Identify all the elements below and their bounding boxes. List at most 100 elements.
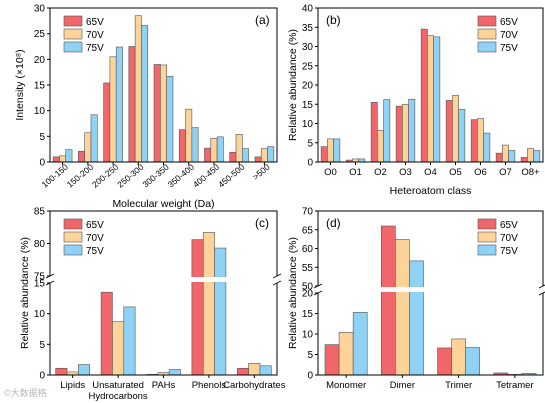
x-tick-label: Carbohydrates xyxy=(223,380,286,391)
bar-d-65V-1 xyxy=(380,225,396,376)
bar-a-75V-7 xyxy=(242,148,249,163)
legend-label-75V: 75V xyxy=(500,43,518,54)
bar-b-70V-4 xyxy=(427,35,434,163)
bar-a-75V-8 xyxy=(267,146,275,163)
bar-b-70V-0 xyxy=(327,138,334,163)
x-tick-label: O6 xyxy=(474,167,487,178)
bar-d-65V-0 xyxy=(324,344,340,376)
legend-label-65V: 65V xyxy=(500,17,518,28)
legend-swatch-75V xyxy=(477,41,497,53)
legend-label-75V: 75V xyxy=(500,246,518,257)
y-tick-label: 80 xyxy=(34,239,46,250)
bar-c-65V-1 xyxy=(100,291,113,376)
bar-a-75V-6 xyxy=(216,136,224,163)
x-tick-label: Lipids xyxy=(60,380,85,391)
bar-b-70V-8 xyxy=(527,148,534,163)
bar-a-75V-3 xyxy=(141,25,149,163)
plot-frame xyxy=(49,210,278,376)
legend-swatch-75V xyxy=(63,244,83,256)
x-tick-label: Monomer xyxy=(326,380,366,391)
bar-a-65V-1 xyxy=(78,150,85,163)
bar-a-65V-6 xyxy=(204,147,212,163)
y-tick-label: 35 xyxy=(302,23,314,34)
bar-a-75V-0 xyxy=(65,149,73,163)
legend-swatch-70V xyxy=(63,28,83,40)
bar-a-65V-2 xyxy=(103,82,111,163)
bar-a-70V-0 xyxy=(59,155,67,163)
x-tick-label: O5 xyxy=(449,167,462,178)
bar-b-65V-4 xyxy=(420,28,428,163)
y-tick-label: 60 xyxy=(302,244,314,255)
bar-a-75V-1 xyxy=(90,114,98,163)
y-tick-label: 20 xyxy=(302,81,314,92)
legend-swatch-70V xyxy=(63,231,83,243)
legend-swatch-70V xyxy=(477,231,497,243)
bar-c-75V-0 xyxy=(78,364,91,376)
y-axis-label: Intensity (×10⁸) xyxy=(14,49,26,120)
x-tick-label: Tetramer xyxy=(496,380,533,391)
y-tick-label: 30 xyxy=(302,42,314,53)
bar-b-65V-7 xyxy=(495,152,503,163)
y-tick-label: 10 xyxy=(34,106,46,117)
x-tick-label: 200-250 xyxy=(90,162,121,190)
x-axis-label: Heteroatom class xyxy=(390,185,472,197)
legend-label-75V: 75V xyxy=(86,43,104,54)
bar-c-75V-1 xyxy=(123,306,136,376)
bar-b-75V-5 xyxy=(458,108,466,163)
y-tick-label: 15 xyxy=(34,81,46,92)
y-tick-label: 0 xyxy=(307,371,313,382)
x-axis-label: Molecular weight (Da) xyxy=(112,198,214,210)
legend-swatch-65V xyxy=(63,218,83,230)
bar-a-70V-8 xyxy=(260,148,268,163)
x-tick-label: O8+ xyxy=(521,167,540,178)
legend-label-70V: 70V xyxy=(86,233,104,244)
x-tick-label: 350-400 xyxy=(166,162,197,190)
bar-b-70V-3 xyxy=(402,103,409,163)
y-tick-label: 0 xyxy=(307,158,313,169)
bar-a-70V-6 xyxy=(210,138,218,163)
bar-a-75V-4 xyxy=(166,75,174,163)
bar-a-75V-5 xyxy=(191,127,199,163)
bar-d-70V-1 xyxy=(395,239,410,376)
bar-a-65V-8 xyxy=(254,156,262,163)
bar-a-65V-3 xyxy=(128,46,136,163)
bar-d-70V-0 xyxy=(338,332,354,376)
y-tick-label: 75 xyxy=(34,272,46,283)
bar-a-65V-5 xyxy=(178,129,186,163)
y-tick-label: 25 xyxy=(302,61,314,72)
bar-a-70V-5 xyxy=(185,108,193,163)
y-tick-label: 15 xyxy=(302,309,314,320)
panel-a: 051015202530100-150150-200200-250250-300… xyxy=(14,4,278,210)
bar-b-70V-5 xyxy=(452,95,459,163)
bar-d-75V-1 xyxy=(409,260,424,376)
x-tick-label: 400-450 xyxy=(191,162,222,190)
y-tick-label: 70 xyxy=(302,207,314,218)
bar-b-70V-6 xyxy=(477,118,484,163)
bar-a-65V-0 xyxy=(52,156,60,163)
y-tick-label: 50 xyxy=(302,282,314,293)
bar-b-70V-7 xyxy=(502,144,509,163)
axis-break-gap xyxy=(51,277,276,282)
panel-label: (a) xyxy=(255,13,270,27)
legend-swatch-65V xyxy=(477,15,497,27)
x-tick-label: O3 xyxy=(399,167,412,178)
y-tick-label: 10 xyxy=(34,309,46,320)
bar-b-70V-2 xyxy=(377,130,384,163)
axis-break-gap xyxy=(319,287,542,292)
y-tick-label: 0 xyxy=(39,371,45,382)
legend-label-65V: 65V xyxy=(86,220,104,231)
x-tick-label: PAHs xyxy=(152,380,176,391)
bar-b-65V-3 xyxy=(395,105,403,163)
bar-b-65V-6 xyxy=(470,119,478,163)
y-tick-label: 10 xyxy=(302,119,314,130)
bar-b-65V-5 xyxy=(445,100,453,163)
bar-b-75V-4 xyxy=(433,36,441,163)
bar-b-75V-0 xyxy=(333,138,341,163)
y-tick-label: 20 xyxy=(34,55,46,66)
bar-b-65V-8 xyxy=(520,157,528,163)
bar-b-65V-0 xyxy=(320,146,328,163)
y-tick-label: 5 xyxy=(39,340,45,351)
y-tick-label: 55 xyxy=(302,263,314,274)
bar-b-75V-8 xyxy=(533,150,541,163)
